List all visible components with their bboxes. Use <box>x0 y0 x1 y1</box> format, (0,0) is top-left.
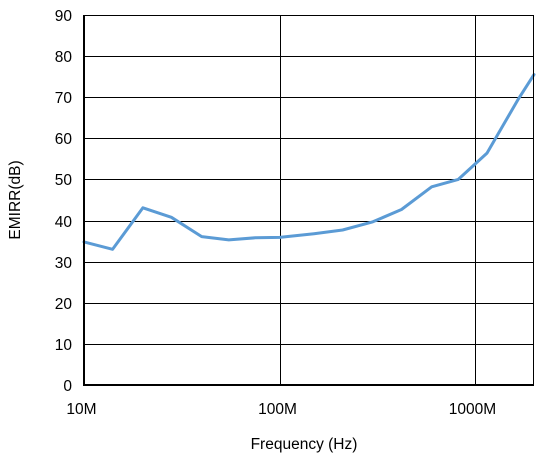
y-tick-label-80: 80 <box>55 49 73 66</box>
y-axis-ticks: 0 10 20 30 40 50 60 70 80 90 <box>55 8 73 395</box>
series-layer <box>82 73 536 251</box>
x-tick-label-1000M: 1000M <box>449 401 496 418</box>
y-tick-label-40: 40 <box>55 214 73 231</box>
y-axis-title: EMIRR(dB) <box>7 160 24 239</box>
y-tick-label-20: 20 <box>55 296 73 313</box>
y-tick-label-10: 10 <box>55 337 73 354</box>
y-tick-label-90: 90 <box>55 8 73 25</box>
y-tick-label-50: 50 <box>55 172 73 189</box>
y-tick-label-30: 30 <box>55 255 73 272</box>
x-axis-ticks: 10M 100M 1000M <box>66 401 496 418</box>
grid-lines <box>84 15 534 385</box>
x-tick-label-100M: 100M <box>258 401 297 418</box>
y-tick-label-70: 70 <box>55 90 73 107</box>
plot-frame <box>83 15 534 386</box>
series-line-0 <box>82 73 536 251</box>
x-tick-label-10M: 10M <box>66 401 96 418</box>
y-tick-label-60: 60 <box>55 131 73 148</box>
x-axis-title: Frequency (Hz) <box>251 436 358 453</box>
y-tick-label-0: 0 <box>63 378 72 395</box>
